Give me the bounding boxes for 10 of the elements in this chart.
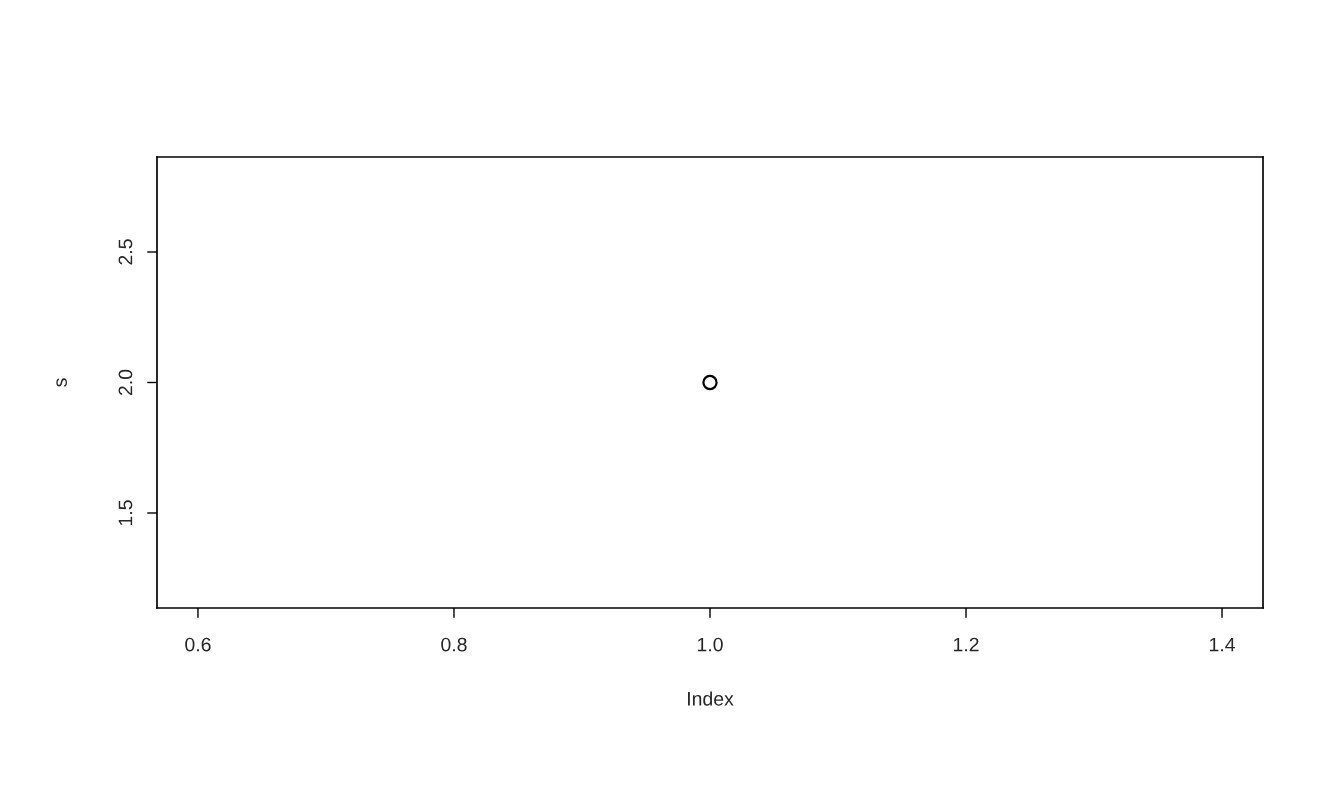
x-tick-label: 0.6 xyxy=(185,637,211,652)
x-tick-label: 1.0 xyxy=(697,637,723,652)
x-tick-label: 0.8 xyxy=(441,637,467,652)
y-tick-label: 1.5 xyxy=(118,500,133,526)
y-tick-label: 2.5 xyxy=(118,239,133,265)
y-tick-label: 2.0 xyxy=(118,369,133,396)
y-axis-title: s xyxy=(56,378,67,387)
x-tick-label: 1.4 xyxy=(1210,637,1235,652)
x-tick-label: 1.2 xyxy=(953,637,979,652)
x-axis-title: Index xyxy=(688,691,734,706)
